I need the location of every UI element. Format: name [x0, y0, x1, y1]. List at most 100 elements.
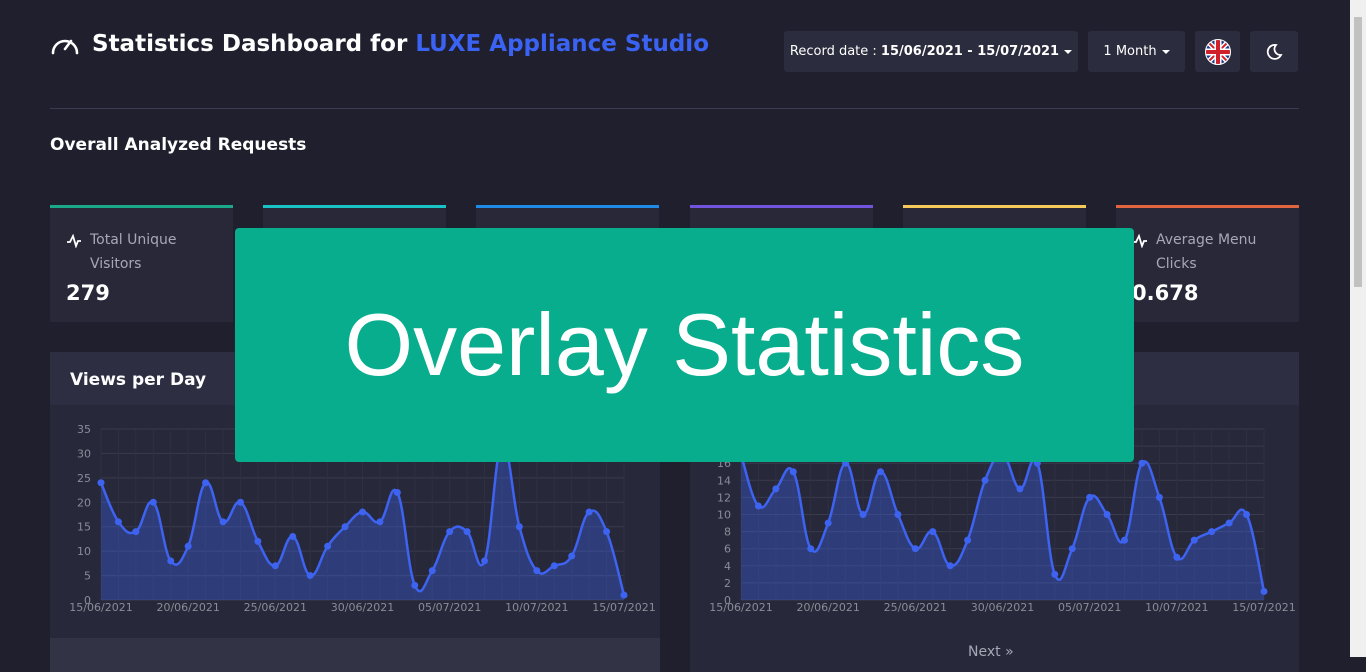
- x-tick-label: 15/06/2021: [709, 601, 772, 614]
- y-tick-label: 10: [717, 509, 731, 522]
- data-point: [876, 468, 884, 476]
- data-point: [446, 528, 454, 536]
- data-point: [481, 557, 489, 565]
- y-tick-label: 14: [717, 474, 731, 487]
- period-button[interactable]: 1 Month: [1088, 31, 1185, 72]
- data-point: [202, 479, 210, 487]
- scrollbar: [1350, 0, 1366, 657]
- data-point: [1051, 570, 1059, 578]
- data-point: [824, 519, 832, 527]
- card-value: 279: [66, 281, 110, 305]
- x-tick-label: 05/07/2021: [1058, 601, 1121, 614]
- brand-name: LUXE Appliance Studio: [415, 31, 709, 57]
- y-tick-label: 4: [724, 560, 731, 573]
- theme-button[interactable]: [1250, 31, 1298, 72]
- period: 1 Month: [1103, 44, 1157, 59]
- data-point: [114, 518, 122, 526]
- record-label: Record date :: [789, 44, 877, 59]
- y-tick-label: 35: [77, 423, 91, 436]
- data-point: [1016, 485, 1024, 493]
- table-header: [50, 638, 660, 672]
- data-point: [149, 498, 157, 506]
- data-point: [603, 528, 611, 536]
- data-point: [585, 508, 593, 516]
- y-tick-label: 6: [724, 543, 731, 556]
- data-point: [219, 518, 227, 526]
- x-tick-label: 30/06/2021: [971, 601, 1034, 614]
- data-point: [754, 502, 762, 510]
- data-point: [1068, 545, 1076, 553]
- data-point: [1155, 493, 1163, 501]
- record-range: 15/06/2021 - 15/07/2021: [880, 44, 1060, 59]
- dashboard-title: Statistics Dashboard for LUXE Appliance …: [92, 31, 709, 57]
- y-tick-label: 30: [77, 447, 91, 460]
- data-point: [1190, 536, 1198, 544]
- data-point: [859, 511, 867, 518]
- data-point: [929, 528, 937, 536]
- stat-card: Average Menu Clicks 0.678: [1116, 205, 1299, 322]
- y-tick-label: 2: [724, 577, 731, 590]
- divider: [50, 108, 1299, 109]
- data-point: [1138, 459, 1146, 467]
- card-label: Total Unique Visitors: [90, 232, 177, 272]
- data-point: [568, 552, 576, 560]
- data-point: [359, 508, 366, 516]
- next-link[interactable]: Next »: [968, 644, 1014, 660]
- data-point: [981, 476, 989, 484]
- data-point: [236, 498, 244, 506]
- record-date-button[interactable]: Record date : 15/06/2021 - 15/07/2021: [784, 31, 1078, 72]
- data-point: [807, 545, 815, 553]
- data-point: [376, 518, 384, 526]
- data-point: [1086, 493, 1094, 501]
- pulse-icon: [67, 234, 81, 248]
- data-point: [428, 567, 436, 575]
- pulse-path: [1133, 234, 1147, 248]
- y-tick-label: 8: [724, 526, 731, 539]
- x-tick-label: 20/06/2021: [156, 601, 219, 614]
- data-point: [306, 572, 314, 580]
- x-tick-label: 15/07/2021: [1232, 601, 1295, 614]
- moon-icon: [1266, 43, 1283, 60]
- data-point: [1260, 587, 1268, 595]
- pulse-path: [67, 234, 81, 248]
- y-tick-label: 12: [717, 491, 731, 504]
- data-point: [254, 537, 262, 545]
- data-point: [533, 567, 541, 575]
- x-tick-label: 20/06/2021: [796, 601, 859, 614]
- data-point: [772, 485, 780, 493]
- y-tick-label: 0: [84, 594, 91, 607]
- flag-icon: [1204, 38, 1231, 65]
- data-point: [1243, 511, 1251, 518]
- x-tick-label: 30/06/2021: [331, 601, 394, 614]
- x-tick-label: 10/07/2021: [505, 601, 568, 614]
- x-tick-label: 10/07/2021: [1145, 601, 1208, 614]
- page: Statistics Dashboard for LUXE Appliance …: [50, 0, 1366, 672]
- x-tick-label: 25/06/2021: [244, 601, 307, 614]
- data-point: [1225, 519, 1233, 527]
- x-tick-label: 15/06/2021: [69, 601, 132, 614]
- card-value: 0.678: [1132, 281, 1199, 305]
- data-point: [1208, 528, 1216, 536]
- stat-card: Total Unique Visitors 279: [50, 205, 233, 322]
- section-title: Overall Analyzed Requests: [50, 135, 307, 155]
- y-tick-label: 25: [77, 472, 91, 485]
- y-tick-label: 20: [77, 496, 91, 509]
- language-button[interactable]: [1195, 31, 1240, 72]
- data-point: [1103, 511, 1111, 518]
- data-point: [97, 479, 105, 487]
- data-point: [271, 562, 279, 570]
- data-point: [946, 562, 954, 570]
- data-point: [620, 591, 628, 599]
- data-point: [789, 468, 797, 476]
- line-area: [101, 443, 624, 600]
- y-tick-label: 10: [77, 545, 91, 558]
- data-point: [1121, 536, 1129, 544]
- line-chart: 0246810121416182015/06/202120/06/202125/…: [709, 423, 1295, 614]
- data-point: [393, 489, 401, 497]
- y-tick-label: 0: [724, 594, 731, 607]
- y-tick-label: 5: [84, 570, 91, 583]
- data-point: [964, 536, 972, 544]
- data-point: [1173, 553, 1181, 561]
- data-point: [550, 562, 558, 570]
- pulse-icon: [1133, 234, 1147, 248]
